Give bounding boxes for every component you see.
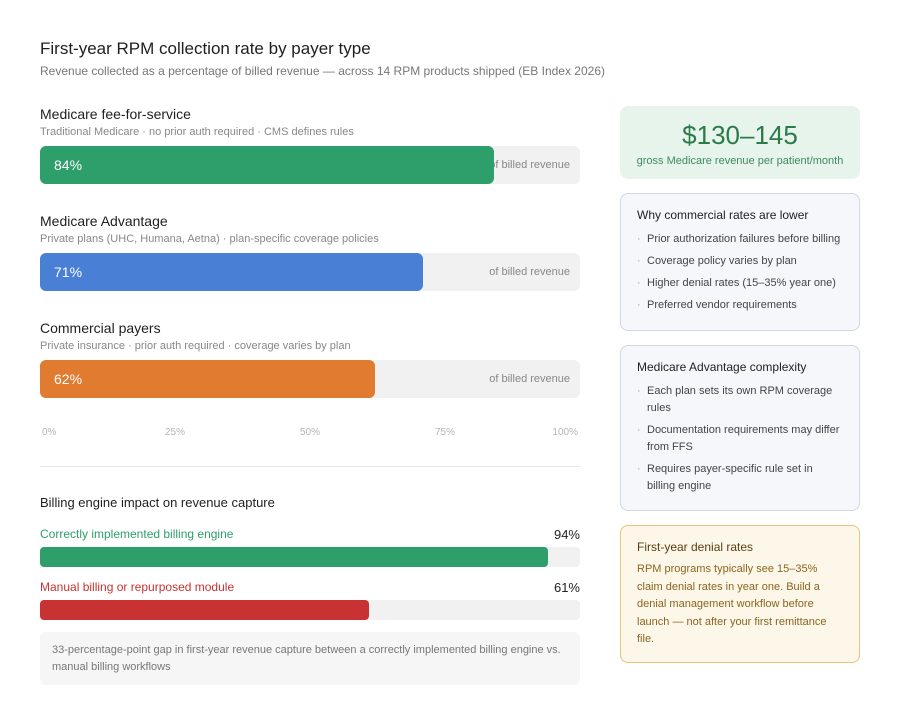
- x-tick-label: 25%: [164, 427, 186, 438]
- list-item: Documentation requirements may differ fr…: [637, 422, 843, 456]
- ma-card-title: Medicare Advantage complexity: [637, 360, 807, 374]
- payer-row: Medicare Advantage Private plans (UHC, Hu…: [40, 213, 580, 291]
- bar: 71%: [40, 253, 424, 291]
- x-tick-label: 50%: [299, 427, 321, 438]
- medicare-advantage-card: Medicare Advantage complexity Each plan …: [620, 345, 860, 511]
- list-item: Requires payer-specific rule set in bill…: [637, 461, 843, 495]
- bar-track: of billed revenue 71%: [40, 253, 580, 291]
- engine-label: Manual billing or repurposed module: [40, 580, 235, 594]
- revenue-kpi-card: $130–145 gross Medicare revenue per pati…: [620, 106, 860, 179]
- x-tick-label: 100%: [552, 427, 578, 438]
- x-tick-label: 75%: [434, 427, 456, 438]
- list-item: Each plan sets its own RPM coverage rule…: [637, 383, 843, 417]
- bar: 62%: [40, 360, 375, 398]
- bar-value-label: 62%: [54, 371, 83, 387]
- payer-name: Medicare fee-for-service: [40, 106, 191, 122]
- divider: [40, 466, 580, 467]
- bar: 84%: [40, 146, 494, 184]
- chart-subtitle: Revenue collected as a percentage of bil…: [40, 64, 605, 78]
- bar: [40, 600, 370, 620]
- commercial-reasons-list: Prior authorization failures before bill…: [637, 231, 843, 314]
- unit-label: of billed revenue: [489, 159, 570, 171]
- payer-row: Commercial payers Private insurance · pri…: [40, 320, 580, 398]
- list-item: Coverage policy varies by plan: [637, 253, 843, 270]
- x-axis: 0% 25% 50% 75% 100%: [40, 427, 580, 439]
- bar-value-label: 84%: [54, 157, 83, 173]
- denial-rates-card: First-year denial rates RPM programs typ…: [620, 525, 860, 663]
- kpi-value: $130–145: [682, 120, 798, 150]
- denial-card-title: First-year denial rates: [637, 540, 754, 554]
- gap-note: 33-percentage-point gap in first-year re…: [40, 632, 580, 685]
- commercial-card-title: Why commercial rates are lower: [637, 208, 809, 222]
- unit-label: of billed revenue: [489, 373, 570, 385]
- bar-track: [40, 547, 580, 567]
- denial-card-text: RPM programs typically see 15–35% claim …: [637, 563, 827, 645]
- bar-value-label: 71%: [54, 264, 83, 280]
- unit-label: of billed revenue: [489, 266, 570, 278]
- ma-complexity-list: Each plan sets its own RPM coverage rule…: [637, 383, 843, 495]
- engine-label: Correctly implemented billing engine: [40, 527, 234, 541]
- bar: [40, 547, 548, 567]
- list-item: Prior authorization failures before bill…: [637, 231, 843, 248]
- engine-value: 94%: [553, 527, 580, 542]
- bar-track: of billed revenue 62%: [40, 360, 580, 398]
- payer-description: Private plans (UHC, Humana, Aetna) · pla…: [40, 233, 379, 245]
- payer-description: Traditional Medicare · no prior auth req…: [40, 126, 354, 138]
- commercial-rates-card: Why commercial rates are lower Prior aut…: [620, 193, 860, 331]
- payer-name: Medicare Advantage: [40, 213, 168, 229]
- payer-description: Private insurance · prior auth required …: [40, 340, 351, 352]
- payer-name: Commercial payers: [40, 320, 161, 336]
- bar-track: of billed revenue 84%: [40, 146, 580, 184]
- billing-engine-section-title: Billing engine impact on revenue capture: [40, 495, 275, 510]
- payer-row: Medicare fee-for-service Traditional Medi…: [40, 106, 580, 184]
- list-item: Higher denial rates (15–35% year one): [637, 275, 843, 292]
- engine-value: 61%: [553, 580, 580, 595]
- bar-track: [40, 600, 580, 620]
- list-item: Preferred vendor requirements: [637, 297, 843, 314]
- chart-title: First-year RPM collection rate by payer …: [40, 39, 371, 58]
- x-tick-label: 0%: [42, 427, 57, 438]
- kpi-label: gross Medicare revenue per patient/month: [636, 155, 844, 167]
